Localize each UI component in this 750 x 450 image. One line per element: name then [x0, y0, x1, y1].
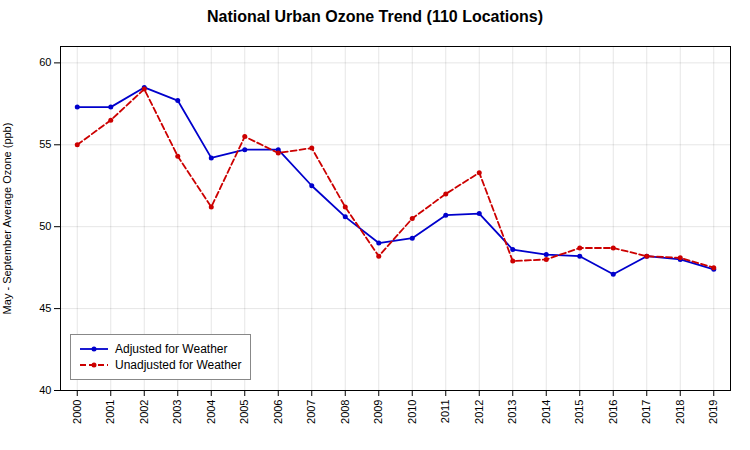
svg-text:2015: 2015	[573, 400, 585, 424]
svg-text:60: 60	[39, 56, 51, 68]
svg-text:2010: 2010	[406, 400, 418, 424]
svg-text:2000: 2000	[71, 400, 83, 424]
html-text:Unadjusted for Weather: Unadjusted for Weather	[115, 358, 242, 372]
svg-text:2005: 2005	[238, 400, 250, 424]
svg-text:2019: 2019	[707, 400, 719, 424]
svg-text:2017: 2017	[640, 400, 652, 424]
svg-text:2016: 2016	[607, 400, 619, 424]
svg-text:40: 40	[39, 384, 51, 396]
svg-text:2001: 2001	[104, 400, 116, 424]
svg-text:2008: 2008	[339, 400, 351, 424]
svg-text:2009: 2009	[372, 400, 384, 424]
svg-text:May - September Average Ozone: May - September Average Ozone (ppb)	[1, 123, 13, 315]
svg-text:50: 50	[39, 220, 51, 232]
html-text:National Urban Ozone Trend (11: National Urban Ozone Trend (110 Location…	[207, 8, 543, 25]
svg-text:45: 45	[39, 302, 51, 314]
html-text:Adjusted for Weather: Adjusted for Weather	[115, 342, 228, 356]
svg-text:2014: 2014	[540, 400, 552, 424]
svg-text:2003: 2003	[171, 400, 183, 424]
svg-text:2002: 2002	[138, 400, 150, 424]
svg-text:2007: 2007	[305, 400, 317, 424]
svg-text:2013: 2013	[506, 400, 518, 424]
svg-text:2006: 2006	[272, 400, 284, 424]
svg-text:2011: 2011	[439, 400, 451, 424]
svg-text:2012: 2012	[473, 400, 485, 424]
svg-text:2004: 2004	[205, 400, 217, 424]
svg-text:2018: 2018	[674, 400, 686, 424]
svg-text:55: 55	[39, 138, 51, 150]
